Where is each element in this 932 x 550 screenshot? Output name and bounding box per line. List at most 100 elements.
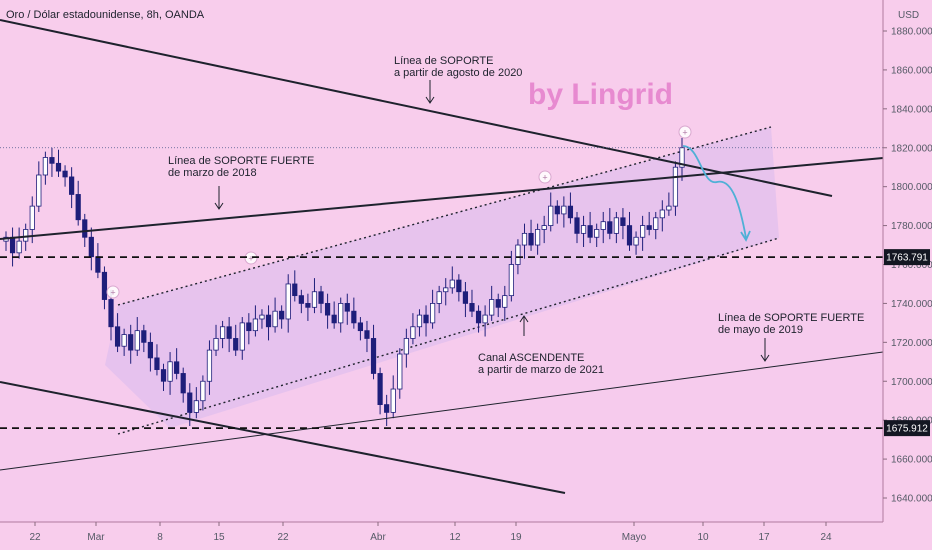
candle-body xyxy=(344,303,350,312)
candle xyxy=(114,313,121,353)
candle xyxy=(331,301,337,329)
time-axis[interactable] xyxy=(0,522,932,550)
candle xyxy=(305,293,311,321)
candle-body xyxy=(475,310,482,324)
candle xyxy=(561,196,567,228)
candle-body xyxy=(594,229,600,238)
candle-body xyxy=(134,330,140,351)
candle-body xyxy=(55,162,62,172)
projection-arrow-head xyxy=(740,230,751,242)
candle xyxy=(298,289,304,314)
candle-body xyxy=(554,205,560,215)
candle-body xyxy=(279,310,285,320)
candle-body xyxy=(423,314,429,324)
arrow-head xyxy=(425,96,435,104)
candle xyxy=(587,211,593,244)
candle xyxy=(49,147,55,177)
candle-body xyxy=(587,225,593,238)
level-lines xyxy=(0,147,883,430)
candle-body xyxy=(62,170,68,178)
candle xyxy=(574,211,580,244)
candle xyxy=(594,223,600,247)
candle xyxy=(541,215,547,244)
candle xyxy=(272,297,278,333)
candle-body xyxy=(252,318,258,332)
candle-body xyxy=(633,236,639,246)
candle-body xyxy=(561,205,567,215)
candle-body xyxy=(607,221,613,234)
candle-body xyxy=(331,314,337,324)
candle-body xyxy=(548,205,554,226)
candle xyxy=(620,208,626,240)
candle xyxy=(285,274,291,333)
candle-body xyxy=(311,291,318,308)
pivot-glyph: + xyxy=(110,288,115,298)
pivot-glyph: + xyxy=(542,173,547,183)
time-tick-label: 22 xyxy=(277,532,289,543)
time-tick-label: 8 xyxy=(157,532,163,543)
candle-body xyxy=(213,338,219,351)
candle-body xyxy=(436,291,442,304)
candle xyxy=(88,227,94,271)
candle-body xyxy=(620,217,626,226)
candle-body xyxy=(574,217,580,234)
candle-body xyxy=(515,244,521,265)
candle xyxy=(69,167,75,209)
time-tick-label: 19 xyxy=(510,532,522,543)
price-tick-label: 1820.000 xyxy=(891,143,932,154)
candle xyxy=(174,348,180,380)
candle-body xyxy=(259,314,265,320)
candle xyxy=(554,200,560,224)
price-tick-label: 1760.000 xyxy=(891,260,932,271)
pivot-glyph: + xyxy=(682,128,687,138)
time-tick-label: 17 xyxy=(758,532,770,543)
candle-body xyxy=(390,388,396,413)
candle-body xyxy=(462,291,469,304)
candle-body xyxy=(174,361,180,374)
candle-body xyxy=(292,283,298,297)
candle-body xyxy=(600,221,606,230)
candle xyxy=(206,340,213,395)
candle-body xyxy=(69,176,75,195)
candle-body xyxy=(114,326,121,347)
candle xyxy=(475,305,482,333)
candle-body xyxy=(9,236,16,254)
time-tick-label: 24 xyxy=(820,532,832,543)
candle xyxy=(646,211,652,236)
candle xyxy=(567,192,574,224)
time-tick-label: Abr xyxy=(370,532,386,543)
candle xyxy=(246,313,252,345)
candle-body xyxy=(167,361,173,382)
candle xyxy=(180,367,186,403)
annotation-arrow xyxy=(425,80,435,104)
candle xyxy=(160,363,167,391)
candle-body xyxy=(666,205,672,211)
channel-fill xyxy=(105,127,779,428)
candle xyxy=(626,211,633,251)
candle xyxy=(535,223,541,255)
candle xyxy=(279,305,285,329)
candle xyxy=(200,375,206,411)
candle-body xyxy=(357,322,364,332)
pivot-circle xyxy=(538,170,552,184)
candle xyxy=(128,324,134,364)
trend-lines: + + + + xyxy=(0,19,884,494)
candle-body xyxy=(469,303,475,312)
candle-body xyxy=(482,314,488,324)
candle xyxy=(318,285,324,314)
candle-body xyxy=(580,225,587,234)
price-badges: 1763.791 1675.912 xyxy=(884,249,930,437)
pivot-marker: + xyxy=(538,170,552,184)
price-tick-label: 1700.000 xyxy=(891,377,932,388)
candle xyxy=(75,180,81,226)
candle xyxy=(3,231,9,251)
candle xyxy=(469,289,475,318)
price-axis[interactable] xyxy=(883,0,932,550)
annotation-line: Línea de SOPORTE FUERTE xyxy=(718,312,864,324)
candle-body xyxy=(456,279,462,293)
candle-body xyxy=(613,217,619,234)
projection-path xyxy=(682,145,747,239)
